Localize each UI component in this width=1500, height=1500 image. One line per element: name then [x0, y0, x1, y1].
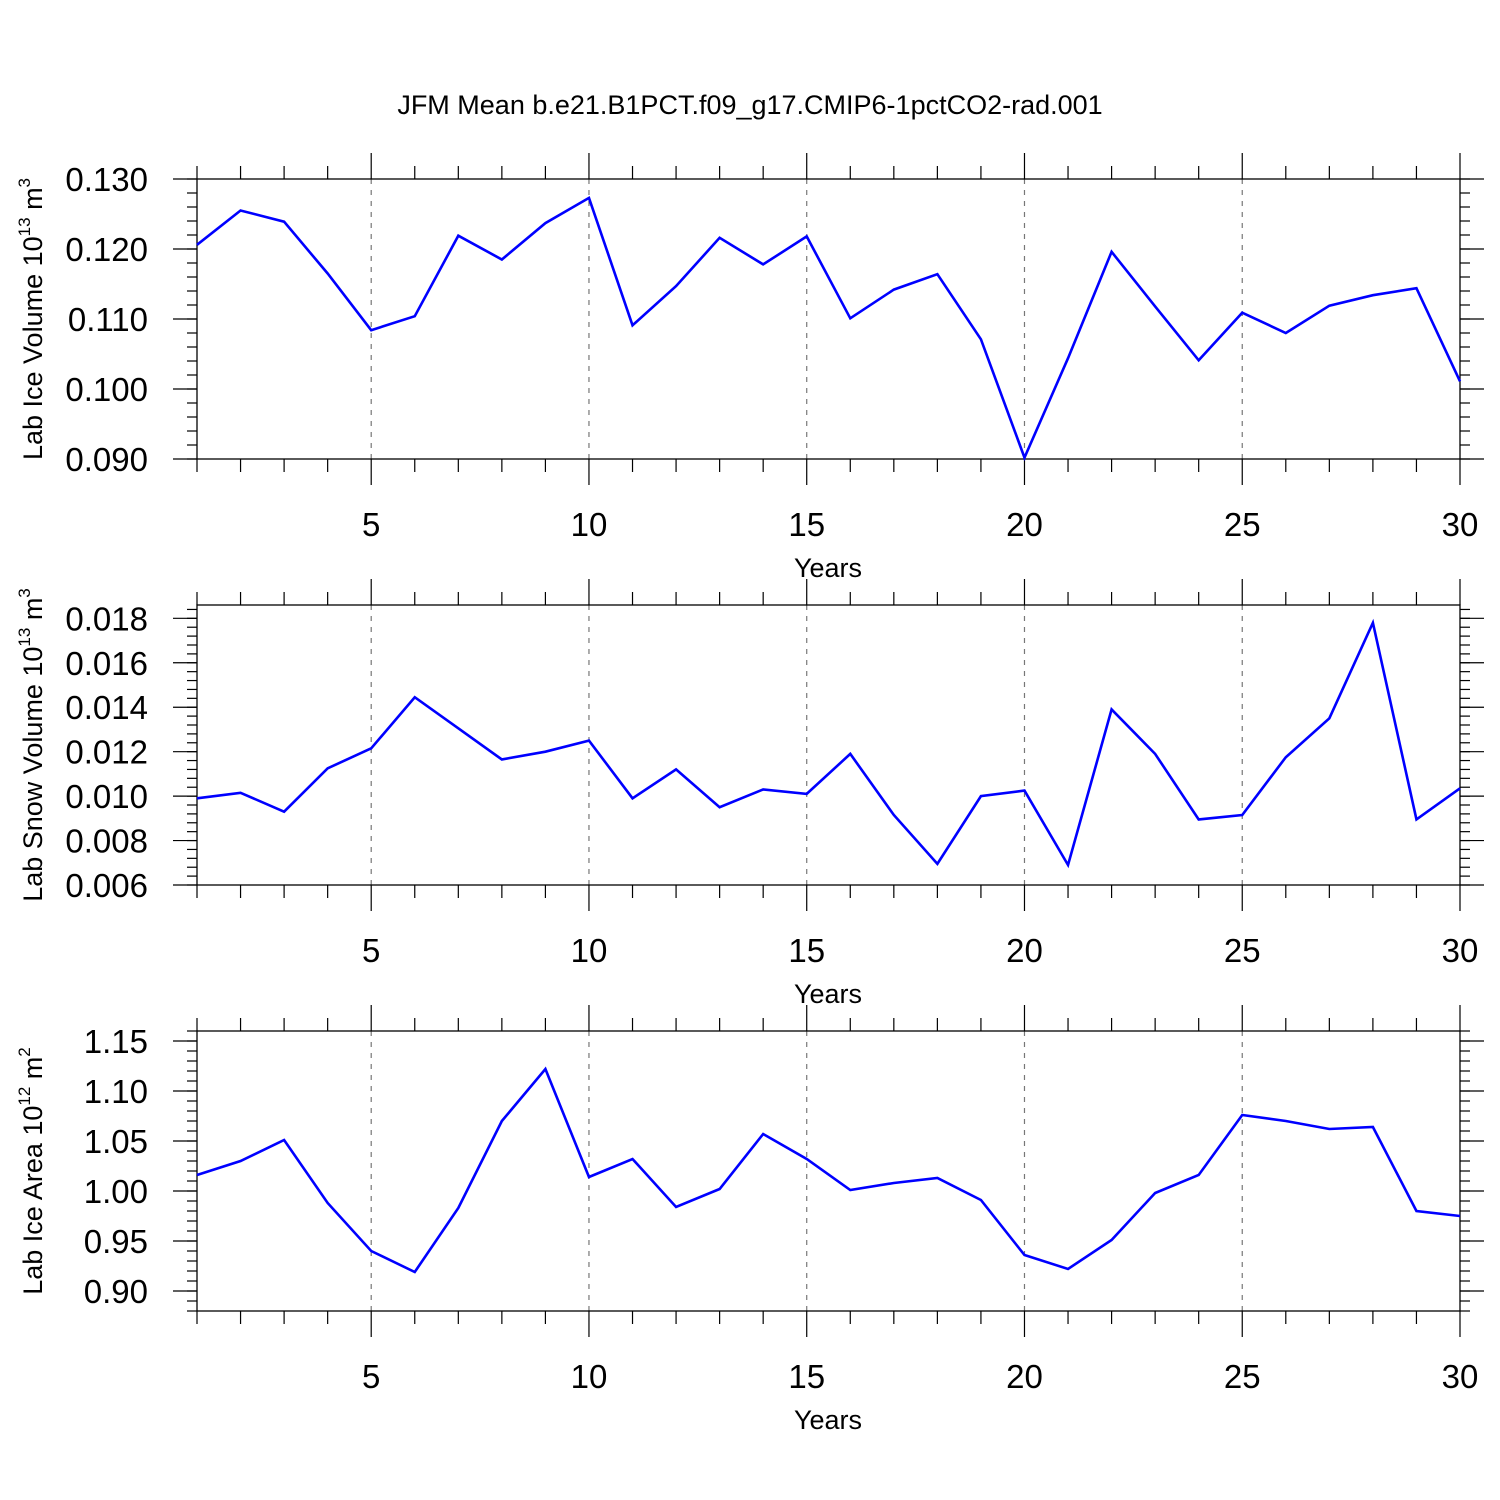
y-tick-label: 0.130 [65, 161, 148, 198]
series-line [196, 1066, 1461, 1274]
x-axis-label: Years [794, 979, 862, 1009]
x-tick-label: 15 [788, 506, 825, 543]
plot-frame [196, 604, 1461, 886]
plot-frame [196, 178, 1461, 460]
y-tick-label: 0.010 [65, 778, 148, 815]
series-line [196, 618, 1461, 869]
y-tick-label: 0.120 [65, 231, 148, 268]
panel-lab-ice-volume: 0.090 0.100 0.110 0.120 0.130 5 10 15 20 25 30 Year… [15, 153, 1484, 583]
y-tick-label: 1.15 [84, 1023, 148, 1060]
plot-frame [196, 1030, 1461, 1312]
y-tick-label: 0.100 [65, 371, 148, 408]
x-tick-label: 25 [1224, 932, 1261, 969]
y-tick-label: 0.110 [68, 301, 148, 338]
y-tick-label: 0.008 [65, 823, 148, 860]
y-tick-label: 0.95 [84, 1223, 148, 1260]
panel-lab-snow-volume: 0.006 0.008 0.010 0.012 0.014 0.016 0.018 5 10 15… [15, 579, 1484, 1009]
x-axis-label: Years [794, 1405, 862, 1435]
figure-title: JFM Mean b.e21.B1PCT.f09_g17.CMIP6-1pctC… [397, 90, 1102, 120]
y-tick-label: 1.10 [84, 1073, 148, 1110]
y-tick-label: 0.090 [65, 441, 148, 478]
x-axis-label: Years [794, 553, 862, 583]
x-tick-label: 15 [788, 1358, 825, 1395]
x-tick-label: 10 [571, 506, 608, 543]
x-tick-label: 25 [1224, 506, 1261, 543]
y-tick-label: 0.014 [65, 689, 148, 726]
y-axis-label: Lab Ice Area 1012 m2 [15, 1047, 48, 1295]
y-tick-label: 0.018 [65, 600, 148, 637]
x-tick-label: 30 [1442, 506, 1479, 543]
x-tick-label: 30 [1442, 932, 1479, 969]
series-line [196, 195, 1462, 462]
panel-lab-ice-area: 0.90 0.95 1.00 1.05 1.10 1.15 5 10 15 20 25 30 Years… [15, 1005, 1484, 1435]
y-axis-label: Lab Snow Volume 1013 m3 [15, 588, 48, 902]
y-axis-label: Lab Ice Volume 1013 m3 [15, 178, 48, 460]
y-tick-label: 1.05 [84, 1123, 148, 1160]
x-tick-label: 30 [1442, 1358, 1479, 1395]
x-tick-label: 15 [788, 932, 825, 969]
x-tick-label: 5 [362, 1358, 380, 1395]
x-tick-label: 10 [571, 932, 608, 969]
x-tick-label: 5 [362, 932, 380, 969]
y-tick-label: 0.90 [84, 1273, 148, 1310]
x-tick-label: 25 [1224, 1358, 1261, 1395]
x-tick-label: 5 [362, 506, 380, 543]
x-tick-label: 20 [1006, 932, 1043, 969]
y-tick-label: 0.016 [65, 645, 148, 682]
y-tick-label: 0.006 [65, 867, 148, 904]
y-tick-label: 1.00 [84, 1173, 148, 1210]
x-tick-label: 10 [571, 1358, 608, 1395]
x-tick-label: 20 [1006, 1358, 1043, 1395]
y-tick-label: 0.012 [65, 734, 148, 771]
x-tick-label: 20 [1006, 506, 1043, 543]
